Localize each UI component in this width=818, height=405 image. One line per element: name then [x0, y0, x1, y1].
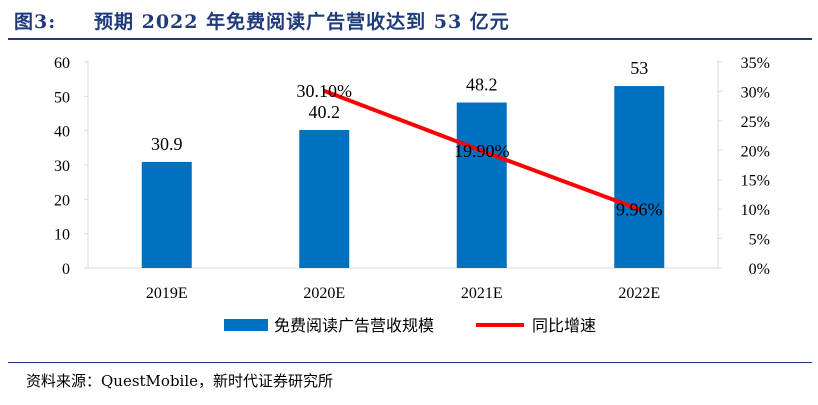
left-tick-label: 50: [54, 89, 70, 106]
right-tick-label: 35%: [741, 55, 770, 72]
left-tick-label: 30: [54, 158, 70, 175]
left-tick-label: 20: [54, 192, 70, 209]
left-tick-label: 0: [62, 261, 70, 278]
x-tick-label: 2022E: [618, 285, 660, 302]
bar: [456, 102, 507, 268]
right-tick-label: 0%: [749, 261, 770, 278]
x-tick-label: 2020E: [303, 285, 345, 302]
right-tick-label: 25%: [741, 114, 770, 131]
right-tick-label: 10%: [741, 202, 770, 219]
line-data-label: 19.90%: [454, 141, 510, 161]
bar-data-label: 53: [630, 58, 648, 78]
figure-label: 图3:: [14, 11, 57, 33]
legend-label-line: 同比增速: [532, 316, 596, 335]
bar: [299, 129, 350, 268]
source-rule: [8, 362, 812, 363]
x-tick-label: 2021E: [461, 285, 503, 302]
bar-data-label: 30.9: [151, 134, 183, 154]
right-tick-label: 20%: [741, 143, 770, 160]
right-tick-label: 5%: [749, 232, 770, 249]
growth-line: [323, 88, 640, 212]
figure-title: 预期 2022 年免费阅读广告营收达到 53 亿元: [94, 11, 510, 33]
figure-header: 图3: 预期 2022 年免费阅读广告营收达到 53 亿元: [0, 0, 818, 40]
line-data-label: 9.96%: [616, 199, 663, 219]
x-tick-label: 2019E: [146, 285, 188, 302]
legend-label-bar: 免费阅读广告营收规模: [274, 316, 434, 335]
left-tick-label: 10: [54, 227, 70, 244]
bar: [614, 86, 665, 269]
left-tick-label: 60: [54, 55, 70, 72]
source-note: 资料来源：QuestMobile，新时代证券研究所: [26, 372, 334, 390]
right-tick-label: 30%: [741, 84, 770, 101]
line-data-label: 30.10%: [297, 81, 353, 101]
legend-swatch-bar: [224, 319, 268, 331]
header-rule: [8, 38, 812, 40]
bar-data-label: 40.2: [309, 102, 341, 122]
bar: [141, 161, 192, 268]
right-tick-label: 15%: [741, 173, 770, 190]
left-tick-label: 40: [54, 124, 70, 141]
bar-data-label: 48.2: [466, 75, 498, 95]
